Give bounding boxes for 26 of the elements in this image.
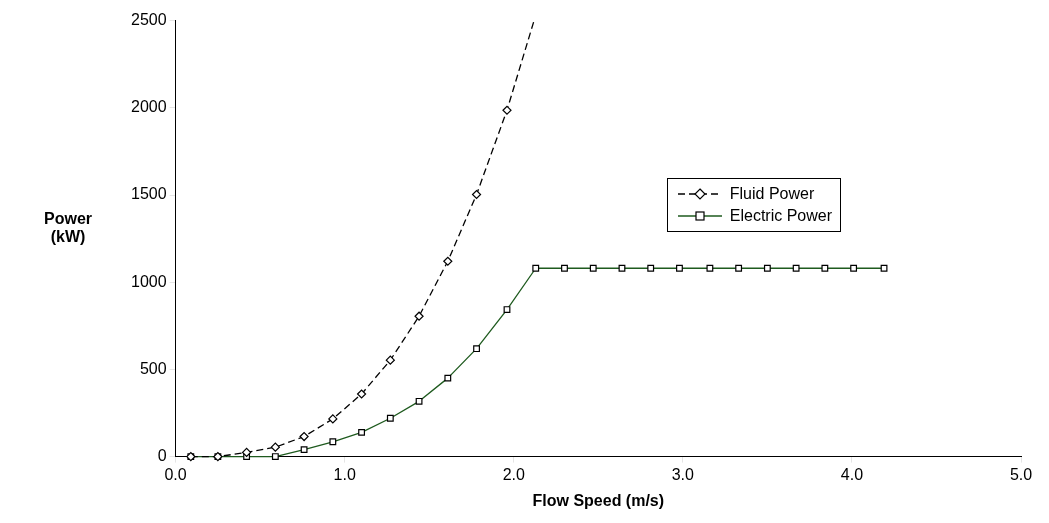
y-tick-label: 2000: [131, 98, 167, 116]
point: [502, 105, 512, 115]
point: [242, 447, 252, 458]
x-tick-label: 3.0: [671, 465, 695, 483]
x-tick-label: 5.0: [1009, 465, 1033, 483]
y-tick-label: 500: [139, 359, 167, 377]
y-tick-label: 0: [157, 447, 167, 465]
y-axis-title: Power (kW): [43, 210, 92, 246]
point: [443, 256, 453, 266]
point: [471, 189, 482, 200]
y-tick-label: 1500: [131, 185, 167, 203]
point: [299, 431, 309, 442]
x-axis-title: Flow Speed (m/s): [532, 491, 665, 509]
legend-label: Fluid Power: [729, 184, 815, 204]
legend-label: Electric Power: [729, 206, 832, 226]
x-tick-label: 4.0: [840, 465, 864, 483]
x-tick-label: 0.0: [164, 465, 187, 483]
point: [270, 442, 280, 452]
point: [328, 414, 338, 424]
y-tick-label: 2500: [131, 11, 167, 29]
point: [385, 355, 395, 365]
y-tick-label: 1000: [131, 272, 167, 290]
x-tick-label: 2.0: [502, 465, 525, 483]
x-tick-label: 1.0: [333, 465, 356, 483]
point: [414, 311, 424, 321]
point: [356, 389, 367, 399]
